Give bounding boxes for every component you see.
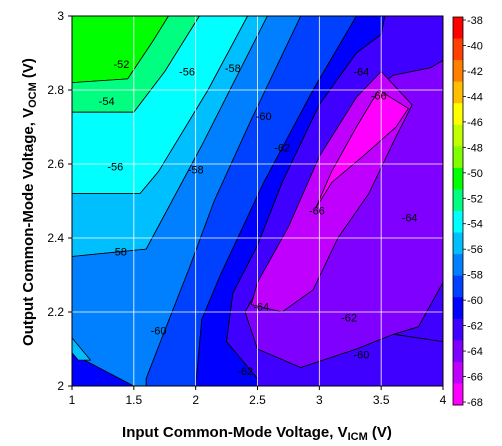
contour-label: -62 bbox=[341, 313, 357, 325]
colorbar-label: -52 bbox=[467, 193, 483, 205]
colorbar-swatch bbox=[453, 17, 463, 40]
colorbar: -38 -40 -42 -44 -46 -48 -50 -52 -54 -56 -58 -60 -62 -… bbox=[452, 15, 483, 409]
colorbar-label: -38 bbox=[467, 15, 483, 27]
contour-label: -60 bbox=[151, 326, 167, 338]
y-tick-label: 2.6 bbox=[47, 157, 64, 171]
colorbar-swatch bbox=[453, 38, 463, 61]
colorbar-swatch bbox=[453, 211, 463, 234]
contour-label: -66 bbox=[309, 205, 325, 217]
contour-label: -58 bbox=[111, 247, 127, 259]
contour-label: -64 bbox=[402, 213, 418, 225]
x-axis-title: Input Common-Mode Voltage, VICM (V) bbox=[122, 424, 392, 441]
colorbar-swatch bbox=[453, 81, 463, 104]
colorbar-label: -56 bbox=[467, 244, 483, 256]
contour-label: -56 bbox=[107, 162, 123, 174]
colorbar-frame bbox=[452, 16, 464, 406]
colorbar-swatch bbox=[453, 124, 463, 147]
contour-label: -60 bbox=[256, 111, 272, 123]
x-tick-label: 3 bbox=[316, 393, 323, 407]
contour-label: -64 bbox=[253, 301, 269, 313]
y-tick-label: 2.8 bbox=[47, 83, 64, 97]
contour-region bbox=[315, 89, 409, 209]
contour-label: -56 bbox=[179, 67, 195, 79]
y-tick-label: 2 bbox=[57, 379, 64, 393]
y-axis-title: Output Common-Mode Voltage, VOCM (V) bbox=[20, 58, 39, 346]
colorbar-swatch bbox=[453, 189, 463, 212]
contour-label: -60 bbox=[353, 350, 369, 362]
contour-label: -62 bbox=[274, 142, 290, 154]
colorbar-label: -44 bbox=[467, 91, 483, 103]
colorbar-label: -58 bbox=[467, 270, 483, 282]
colorbar-label: -42 bbox=[467, 66, 483, 78]
y-axis-ticks: 2 2.2 2.4 2.6 2.8 3 bbox=[47, 9, 72, 393]
colorbar-label: -64 bbox=[467, 346, 483, 358]
contour-label: -54 bbox=[99, 96, 115, 108]
contour-label-layer: -52-54-56-58-56 -58-58-60-62-60-64-66-66-… bbox=[99, 59, 418, 378]
y-tick-label: 3 bbox=[57, 9, 64, 23]
x-tick-label: 4 bbox=[440, 393, 447, 407]
colorbar-swatch bbox=[453, 103, 463, 126]
y-tick-label: 2.2 bbox=[47, 305, 64, 319]
x-axis-ticks: 1 1.5 2 2.5 3 3.5 4 bbox=[69, 386, 447, 407]
colorbar-label: -50 bbox=[467, 168, 483, 180]
contour-label: -58 bbox=[188, 165, 204, 177]
colorbar-swatch bbox=[453, 146, 463, 169]
colorbar-swatch bbox=[453, 232, 463, 255]
colorbar-label: -68 bbox=[467, 397, 483, 409]
contour-label: -52 bbox=[114, 59, 130, 71]
x-tick-label: 3.5 bbox=[373, 393, 390, 407]
colorbar-label: -48 bbox=[467, 142, 483, 154]
colorbar-swatch bbox=[453, 60, 463, 83]
colorbar-label: -60 bbox=[467, 295, 483, 307]
colorbar-label: -46 bbox=[467, 117, 483, 129]
colorbar-swatch bbox=[453, 167, 463, 190]
colorbar-swatch bbox=[453, 383, 463, 406]
colorbar-swatch bbox=[453, 254, 463, 277]
colorbar-swatch bbox=[453, 340, 463, 363]
y-tick-label: 2.4 bbox=[47, 231, 64, 245]
x-tick-label: 1.5 bbox=[125, 393, 142, 407]
colorbar-swatch bbox=[453, 318, 463, 341]
x-tick-label: 2.5 bbox=[249, 393, 266, 407]
colorbar-label: -54 bbox=[467, 219, 483, 231]
colorbar-label: -62 bbox=[467, 321, 483, 333]
colorbar-label: -66 bbox=[467, 372, 483, 384]
colorbar-swatch bbox=[453, 275, 463, 298]
colorbar-swatch bbox=[453, 297, 463, 320]
contour-label: -58 bbox=[225, 63, 241, 75]
contour-label: -66 bbox=[371, 91, 387, 103]
contour-region bbox=[72, 337, 92, 361]
contour-label: -62 bbox=[237, 366, 253, 378]
x-tick-label: 1 bbox=[69, 393, 76, 407]
colorbar-label: -40 bbox=[467, 40, 483, 52]
x-tick-label: 2 bbox=[192, 393, 199, 407]
colorbar-swatch bbox=[453, 361, 463, 384]
grid-layer bbox=[72, 16, 443, 386]
contour-label: -64 bbox=[353, 67, 369, 79]
